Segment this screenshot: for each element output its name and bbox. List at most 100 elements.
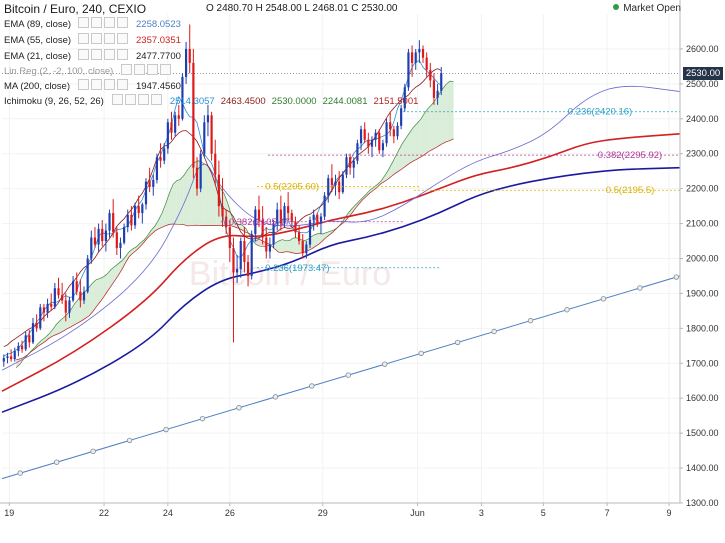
settings-icon[interactable] (91, 33, 102, 44)
cloud-segment (391, 156, 396, 177)
symbol-title[interactable]: Bitcoin / Euro, 240, CEXIO (4, 2, 146, 16)
indicator-row[interactable]: EMA (89, close) 2258.0523 (4, 17, 181, 30)
cloud-segment (49, 329, 53, 339)
settings-icon[interactable] (91, 79, 102, 90)
more-icon[interactable] (117, 17, 128, 28)
candle-body (86, 258, 89, 292)
indicator-name[interactable]: Lin Reg (2, -2, 100, close) (4, 66, 114, 77)
delete-icon[interactable] (147, 64, 159, 75)
candle-body (10, 356, 13, 360)
settings-icon[interactable] (134, 64, 146, 75)
indicator-value: 2514.3057 (169, 96, 215, 107)
candle-body (35, 323, 38, 329)
indicator-name[interactable]: Ichimoku (9, 26, 52, 26) (4, 96, 104, 107)
candle-body (429, 69, 432, 81)
cloud-segment (369, 187, 374, 194)
cloud-segment (187, 165, 192, 226)
candle-body (323, 195, 326, 217)
candle-body (287, 206, 290, 214)
candle-body (184, 48, 188, 77)
cloud-segment (151, 226, 155, 235)
more-icon[interactable] (150, 94, 162, 105)
candle-body (257, 209, 261, 221)
eye-icon[interactable] (78, 79, 89, 90)
eye-icon[interactable] (78, 33, 89, 44)
cloud-segment (110, 266, 115, 287)
candle-body (400, 108, 403, 126)
cloud-segment (373, 184, 378, 191)
indicator-row[interactable]: Lin Reg (2, -2, 100, close) (4, 64, 173, 77)
price-tick-label: 1900.00 (686, 288, 719, 298)
cloud-segment (289, 237, 294, 253)
price-tick-label: 1700.00 (686, 358, 719, 368)
price-tick-label: 1500.00 (686, 428, 719, 438)
time-axis: 19 22 24 26 29 Jun 3 5 7 9 (0, 502, 680, 518)
ma200-marker (527, 317, 534, 324)
delete-icon[interactable] (104, 79, 115, 90)
candle-body (425, 57, 428, 70)
cloud-segment (180, 175, 184, 225)
indicator-row[interactable]: EMA (55, close) 2357.0351 (4, 33, 181, 46)
candle-body (155, 157, 159, 180)
candle-body (57, 288, 60, 296)
candle-body (410, 52, 414, 63)
eye-icon[interactable] (121, 64, 133, 75)
candle-body (108, 213, 111, 231)
more-icon[interactable] (117, 79, 128, 90)
indicator-name[interactable]: EMA (21, close) (4, 51, 72, 62)
ma200-marker (309, 383, 315, 389)
cloud-segment (59, 317, 64, 333)
delete-icon[interactable] (137, 94, 149, 105)
indicator-name[interactable]: EMA (55, close) (4, 35, 72, 46)
candle-body (349, 157, 352, 168)
candle-body (115, 232, 118, 249)
candle-body (123, 227, 126, 243)
indicator-row[interactable]: Ichimoku (9, 26, 52, 26) 2514.3057 2463.45… (4, 94, 418, 107)
candle-body (24, 335, 27, 350)
cloud-segment (89, 282, 93, 316)
more-icon[interactable] (117, 33, 128, 44)
candle-body (174, 115, 177, 133)
symbol-title-text[interactable]: Bitcoin / Euro, 240, CEXIO (4, 2, 147, 16)
candle-body (370, 139, 374, 147)
price-tick-label: 1600.00 (686, 393, 719, 403)
delete-icon[interactable] (104, 33, 115, 44)
ichimoku-span-a (15, 80, 454, 368)
candle-body (436, 90, 439, 98)
ma200-marker (564, 307, 570, 313)
cloud-segment (162, 203, 166, 228)
ma200-marker (600, 296, 607, 302)
cloud-segment (388, 163, 392, 180)
delete-icon[interactable] (104, 49, 115, 60)
more-icon[interactable] (160, 64, 172, 75)
candle-body (6, 356, 9, 359)
settings-icon[interactable] (91, 17, 102, 28)
cloud-segment (38, 340, 42, 347)
ma200-marker (637, 285, 643, 291)
indicator-row[interactable]: MA (200, close) 1947.4560 (4, 79, 181, 92)
time-tick-label: 29 (318, 508, 328, 518)
cloud-segment (96, 278, 101, 307)
eye-icon[interactable] (78, 17, 89, 28)
candle-body (2, 358, 5, 362)
more-icon[interactable] (117, 49, 128, 60)
candle-body (363, 129, 366, 140)
candle-body (101, 228, 104, 242)
candle-body (345, 157, 348, 175)
settings-icon[interactable] (124, 94, 136, 105)
eye-icon[interactable] (111, 94, 123, 105)
candlestick-series (2, 24, 443, 367)
indicator-row[interactable]: EMA (21, close) 2477.7700 (4, 49, 181, 62)
candle-body (228, 227, 231, 249)
price-tick-label: 1400.00 (686, 463, 719, 473)
indicator-name[interactable]: MA (200, close) (4, 81, 70, 92)
candle-body (137, 206, 140, 214)
indicator-name[interactable]: EMA (89, close) (4, 19, 72, 30)
indicator-value: 2357.0351 (136, 35, 181, 46)
cloud-segment (154, 220, 159, 232)
eye-icon[interactable] (78, 49, 89, 60)
delete-icon[interactable] (104, 17, 115, 28)
settings-icon[interactable] (91, 49, 102, 60)
candle-body (221, 206, 224, 217)
